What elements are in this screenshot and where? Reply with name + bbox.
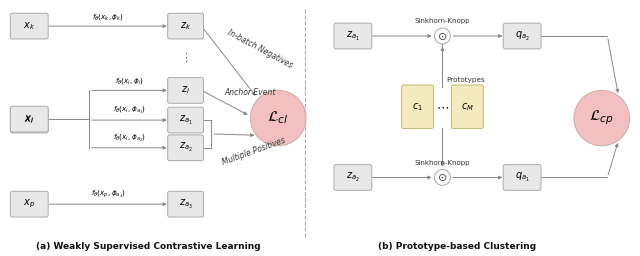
Text: Multiple Positives: Multiple Positives — [220, 136, 286, 167]
Text: $x_p$: $x_p$ — [23, 198, 35, 210]
Circle shape — [574, 90, 630, 146]
Text: (a) Weakly Supervised Contrastive Learning: (a) Weakly Supervised Contrastive Learni… — [36, 242, 261, 251]
Text: $\odot$: $\odot$ — [437, 172, 447, 183]
Text: $x_k$: $x_k$ — [23, 20, 35, 32]
FancyBboxPatch shape — [451, 85, 483, 129]
Text: $q_{a_1}$: $q_{a_1}$ — [515, 171, 530, 184]
Text: $f_\theta(x_i,\phi_{a_1})$: $f_\theta(x_i,\phi_{a_1})$ — [113, 105, 146, 116]
Text: $q_{a_2}$: $q_{a_2}$ — [515, 29, 529, 42]
Text: $\mathcal{L}_{cp}$: $\mathcal{L}_{cp}$ — [589, 109, 614, 127]
FancyBboxPatch shape — [10, 191, 48, 217]
Text: $x_i$: $x_i$ — [24, 114, 34, 126]
Text: $z_{a_1}$: $z_{a_1}$ — [179, 114, 193, 127]
FancyBboxPatch shape — [10, 13, 48, 39]
Circle shape — [435, 28, 451, 44]
FancyBboxPatch shape — [168, 13, 204, 39]
Text: $c_M$: $c_M$ — [461, 101, 474, 113]
Text: Anchor Event: Anchor Event — [225, 88, 276, 97]
Text: Sinkhorn-Knopp: Sinkhorn-Knopp — [415, 18, 470, 24]
Text: ⋮: ⋮ — [180, 53, 191, 63]
Text: Prototypes: Prototypes — [446, 77, 484, 83]
Text: $z_{a_2}$: $z_{a_2}$ — [346, 171, 360, 184]
FancyBboxPatch shape — [168, 107, 204, 133]
FancyBboxPatch shape — [503, 165, 541, 190]
FancyBboxPatch shape — [503, 23, 541, 49]
Text: $z_i$: $z_i$ — [181, 84, 190, 96]
Text: $z_{a_1}$: $z_{a_1}$ — [346, 29, 360, 42]
FancyBboxPatch shape — [168, 78, 204, 103]
Circle shape — [250, 90, 306, 146]
Text: $z_{a_2}$: $z_{a_2}$ — [179, 141, 193, 154]
Text: $f_\theta(x_k,\phi_k)$: $f_\theta(x_k,\phi_k)$ — [92, 12, 124, 22]
Text: (b) Prototype-based Clustering: (b) Prototype-based Clustering — [378, 242, 536, 251]
Text: $z_{a_3}$: $z_{a_3}$ — [179, 198, 193, 211]
FancyBboxPatch shape — [10, 107, 48, 133]
Text: $\mathcal{L}_{cl}$: $\mathcal{L}_{cl}$ — [268, 110, 289, 126]
Text: $z_k$: $z_k$ — [180, 20, 191, 32]
FancyBboxPatch shape — [402, 85, 433, 129]
Text: $\cdots$: $\cdots$ — [436, 100, 449, 113]
Text: $f_\theta(x_i,\phi_{a_2})$: $f_\theta(x_i,\phi_{a_2})$ — [113, 133, 146, 144]
FancyBboxPatch shape — [334, 23, 372, 49]
Text: $x_i$: $x_i$ — [24, 113, 34, 125]
Circle shape — [435, 169, 451, 185]
FancyBboxPatch shape — [334, 165, 372, 190]
FancyBboxPatch shape — [168, 191, 204, 217]
Text: Sinkhorn-Knopp: Sinkhorn-Knopp — [415, 159, 470, 166]
Text: In-batch Negatives: In-batch Negatives — [227, 28, 294, 70]
FancyBboxPatch shape — [168, 135, 204, 161]
Text: $f_\theta(x_p,\phi_{a_3})$: $f_\theta(x_p,\phi_{a_3})$ — [90, 189, 125, 200]
FancyBboxPatch shape — [10, 106, 48, 132]
Text: $c_1$: $c_1$ — [412, 101, 423, 113]
Text: $f_\theta(x_i,\phi_i)$: $f_\theta(x_i,\phi_i)$ — [115, 77, 144, 87]
Text: $\odot$: $\odot$ — [437, 30, 447, 41]
